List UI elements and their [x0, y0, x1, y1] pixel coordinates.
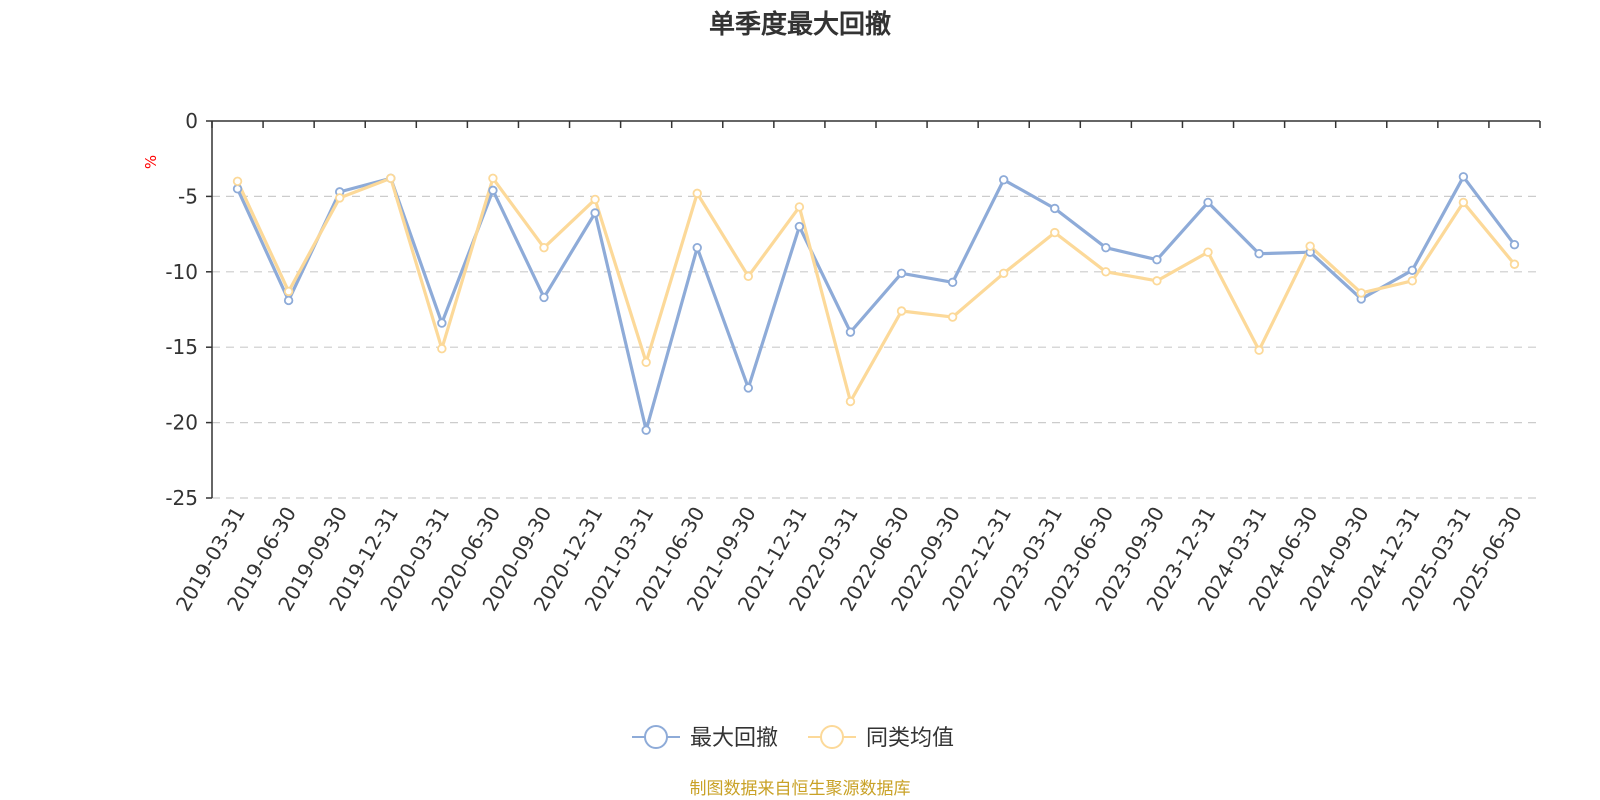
data-point[interactable] — [794, 202, 805, 212]
data-point[interactable] — [641, 357, 651, 367]
data-point[interactable] — [1305, 241, 1315, 251]
data-point[interactable] — [1203, 247, 1213, 257]
data-point[interactable] — [1254, 345, 1264, 355]
source-note: 制图数据来自恒生聚源数据库 — [690, 779, 911, 799]
data-point[interactable] — [692, 242, 702, 253]
y-tick-label: -20 — [165, 411, 198, 435]
data-point[interactable] — [692, 188, 702, 199]
data-point[interactable] — [1152, 255, 1162, 265]
y-axis-unit: % — [142, 155, 160, 169]
data-point[interactable] — [232, 176, 243, 187]
data-point[interactable] — [845, 327, 856, 337]
data-point[interactable] — [1509, 259, 1520, 269]
data-point[interactable] — [1407, 265, 1418, 275]
legend[interactable]: 最大回撤 同类均值 — [632, 725, 954, 751]
data-point[interactable] — [590, 194, 600, 205]
data-point[interactable] — [1356, 288, 1366, 298]
chart-title: 单季度最大回撤 — [709, 9, 891, 40]
data-point[interactable] — [386, 173, 396, 184]
data-point[interactable] — [845, 396, 856, 407]
data-point[interactable] — [1458, 197, 1469, 208]
legend-marker-icon — [644, 725, 668, 749]
data-point[interactable] — [334, 193, 345, 203]
data-point[interactable] — [896, 306, 907, 316]
y-tick-label: -25 — [165, 486, 198, 510]
data-point[interactable] — [1101, 242, 1111, 253]
data-point[interactable] — [283, 286, 294, 297]
legend-marker-icon — [820, 725, 844, 749]
data-point[interactable] — [437, 344, 447, 354]
x-tick-labels: 2019-03-312019-06-302019-09-302019-12-31… — [171, 503, 1527, 616]
data-point[interactable] — [743, 383, 754, 393]
axes — [206, 120, 1541, 499]
y-tick-label: -10 — [165, 260, 198, 284]
data-point[interactable] — [947, 312, 958, 322]
data-point[interactable] — [488, 173, 498, 184]
data-point[interactable] — [998, 175, 1009, 185]
data-point[interactable] — [743, 271, 754, 282]
y-tick-label: -15 — [165, 335, 198, 359]
data-point[interactable] — [794, 221, 805, 232]
series-line-0 — [236, 175, 1516, 432]
series-line-1 — [236, 176, 1516, 404]
data-point[interactable] — [641, 425, 651, 435]
data-point[interactable] — [1509, 239, 1520, 250]
data-point[interactable] — [1407, 276, 1418, 286]
legend-label: 最大回撤 — [690, 726, 778, 751]
data-point[interactable] — [947, 277, 958, 288]
data-point[interactable] — [896, 268, 907, 279]
legend-item-0[interactable]: 最大回撤 — [632, 725, 778, 751]
data-point[interactable] — [1203, 197, 1213, 208]
data-point[interactable] — [437, 318, 447, 328]
data-point[interactable] — [232, 184, 243, 194]
data-point[interactable] — [488, 185, 498, 196]
y-tick-label: 0 — [185, 109, 198, 133]
data-point[interactable] — [590, 208, 600, 218]
data-point[interactable] — [1458, 172, 1469, 182]
data-point[interactable] — [1254, 249, 1264, 259]
data-point[interactable] — [283, 295, 294, 306]
legend-label: 同类均值 — [866, 726, 954, 751]
data-point[interactable] — [1101, 267, 1111, 277]
data-point[interactable] — [1152, 276, 1162, 286]
data-point[interactable] — [539, 292, 549, 303]
data-point[interactable] — [998, 268, 1009, 279]
legend-item-1[interactable]: 同类均值 — [808, 725, 954, 751]
y-tick-label: -5 — [178, 184, 198, 208]
grid-lines — [212, 195, 1540, 499]
y-tick-labels: 0 -5 -10 -15 -20 -25 — [165, 109, 198, 510]
data-point[interactable] — [1050, 227, 1060, 238]
data-point[interactable] — [1050, 203, 1060, 214]
series-lines — [232, 172, 1520, 435]
data-point[interactable] — [539, 242, 549, 253]
